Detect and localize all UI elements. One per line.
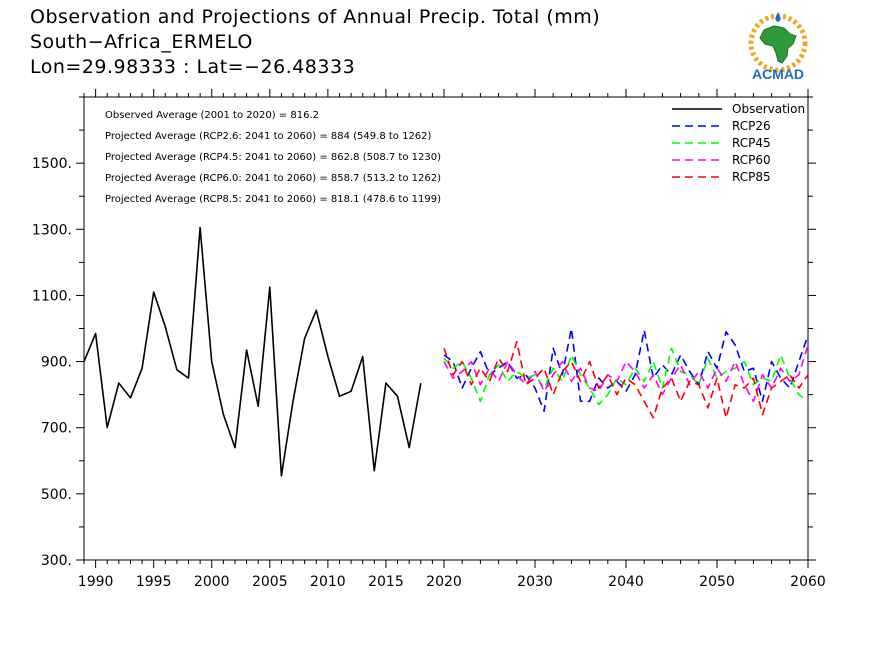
x-tick-label: 1990 xyxy=(78,574,114,590)
y-tick-label: 300. xyxy=(41,553,72,569)
average-annotation: Observed Average (2001 to 2020) = 816.2 xyxy=(105,110,319,121)
x-tick-label: 2010 xyxy=(310,574,346,590)
series-line-rcp85 xyxy=(443,340,809,419)
average-annotation: Projected Average (RCP6.0: 2041 to 2060)… xyxy=(105,173,441,184)
x-tick-label: 2060 xyxy=(790,574,826,590)
x-tick-label: 2005 xyxy=(252,574,288,590)
average-annotation: Projected Average (RCP8.5: 2041 to 2060)… xyxy=(105,194,441,205)
legend-label: RCP60 xyxy=(732,153,771,167)
legend-label: RCP85 xyxy=(732,170,771,184)
series-line-observation xyxy=(83,226,422,477)
average-annotation: Projected Average (RCP4.5: 2041 to 2060)… xyxy=(105,152,441,163)
series-line-rcp45 xyxy=(443,347,809,406)
y-tick-label: 500. xyxy=(41,487,72,503)
series-line-rcp26 xyxy=(443,327,809,413)
legend-label: RCP26 xyxy=(732,119,771,133)
average-annotation: Projected Average (RCP2.6: 2041 to 2060)… xyxy=(105,131,432,142)
series-line-rcp60 xyxy=(443,344,809,403)
x-tick-label: 2000 xyxy=(194,574,230,590)
x-tick-label: 2015 xyxy=(368,574,404,590)
legend-label: RCP45 xyxy=(732,136,771,150)
acmad-logo: ACMAD xyxy=(738,8,818,83)
africa-map-icon xyxy=(759,25,797,64)
location-name: South−Africa_ERMELO xyxy=(30,31,253,53)
logo-text: ACMAD xyxy=(752,66,804,82)
chart-title: Observation and Projections of Annual Pr… xyxy=(30,6,601,28)
x-tick-label: 2040 xyxy=(608,574,644,590)
x-tick-label: 2030 xyxy=(517,574,553,590)
y-tick-label: 1100. xyxy=(32,288,72,304)
acmad-africa-logo-icon: ACMAD xyxy=(748,12,808,82)
y-tick-label: 1300. xyxy=(32,222,72,238)
water-drop-icon xyxy=(775,12,781,22)
x-tick-label: 2020 xyxy=(426,574,462,590)
x-tick-label: 1995 xyxy=(136,574,172,590)
coordinates-label: Lon=29.98333 : Lat=−26.48333 xyxy=(30,56,356,78)
y-tick-label: 1500. xyxy=(32,156,72,172)
y-tick-label: 900. xyxy=(41,355,72,371)
x-tick-label: 2050 xyxy=(699,574,735,590)
legend-label: Observation xyxy=(732,102,805,116)
y-tick-label: 700. xyxy=(41,421,72,437)
